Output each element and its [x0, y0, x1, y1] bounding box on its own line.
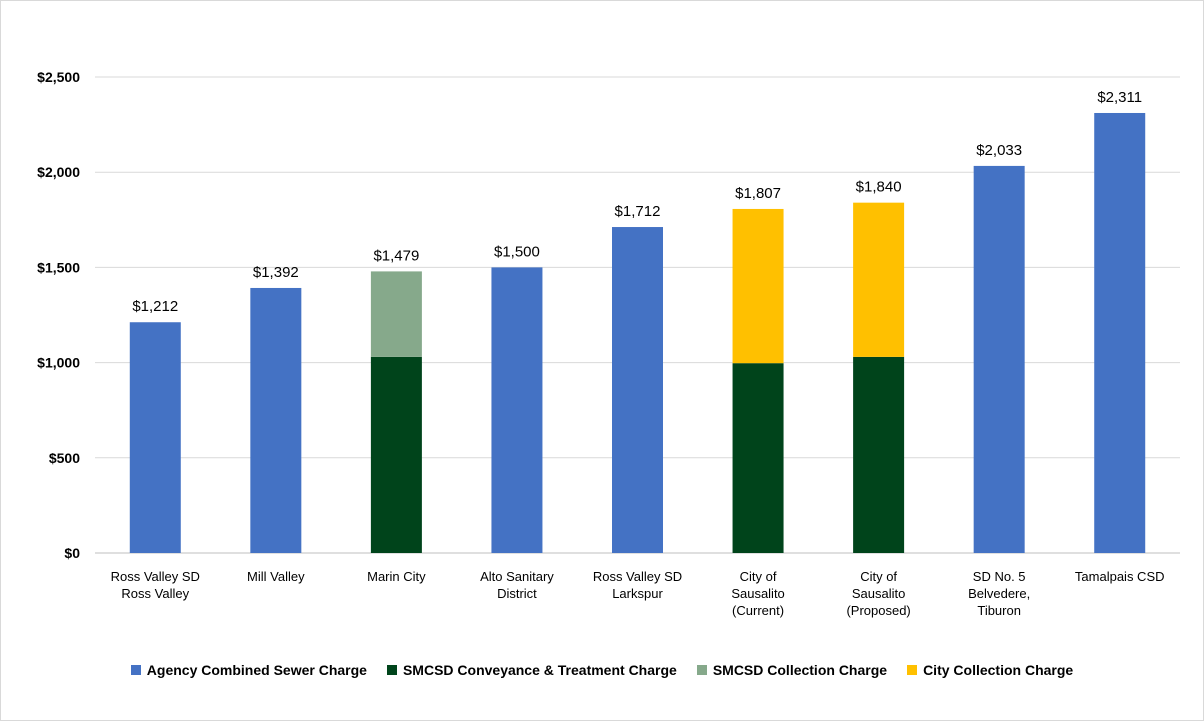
bar-segment: [1094, 112, 1146, 554]
bar-segment: [732, 208, 784, 364]
data-label: $1,212: [132, 298, 178, 315]
legend-label: SMCSD Conveyance & Treatment Charge: [402, 662, 677, 678]
x-tick-label: City of Sausalito (Proposed): [846, 569, 910, 618]
legend-item: Agency Combined Sewer Charge: [130, 662, 367, 678]
bar-segment: [250, 287, 302, 553]
y-tick-label: $1,000: [37, 355, 80, 371]
data-label: $1,479: [373, 247, 419, 264]
data-label: $1,392: [253, 264, 299, 281]
data-label: $1,500: [494, 243, 540, 260]
x-tick-label: Ross Valley SD Larkspur: [593, 569, 682, 601]
y-axis-ticks: $0 $500 $1,000 $1,500 $2,000 $2,500: [37, 69, 80, 561]
bars: [129, 112, 1146, 554]
legend-label: Agency Combined Sewer Charge: [146, 662, 367, 678]
data-label: $1,807: [735, 185, 781, 202]
legend-label: SMCSD Collection Charge: [712, 662, 888, 678]
bar-segment: [491, 267, 543, 553]
bar-segment: [732, 363, 784, 553]
x-tick-label: Marin City: [367, 569, 426, 584]
bar-segment: [612, 227, 663, 553]
data-label: $2,311: [1097, 89, 1142, 106]
bar-segment: [370, 356, 422, 553]
bar-segment: [370, 271, 422, 357]
legend-label: City Collection Charge: [923, 662, 1074, 678]
y-tick-label: $2,500: [37, 69, 80, 85]
legend: Agency Combined Sewer Charge SMCSD Convey…: [0, 658, 1204, 682]
legend-swatch: [386, 665, 397, 675]
x-tick-label: Ross Valley SD Ross Valley: [111, 569, 200, 601]
legend-item: SMCSD Conveyance & Treatment Charge: [386, 662, 677, 678]
bar-segment: [853, 356, 905, 553]
bar-segment: [853, 202, 905, 357]
x-tick-label: SD No. 5 Belvedere, Tiburon: [968, 569, 1030, 618]
x-axis-ticks: Ross Valley SD Ross Valley Mill Valley Mari…: [111, 569, 1165, 618]
legend-swatch: [907, 665, 918, 675]
data-label: $1,712: [615, 203, 661, 220]
bar-segment: [129, 322, 181, 553]
legend-item: SMCSD Collection Charge: [696, 662, 888, 678]
y-tick-label: $1,500: [37, 259, 80, 275]
legend-item: City Collection Charge: [907, 662, 1073, 678]
y-tick-label: $0: [64, 545, 80, 561]
x-tick-label: Tamalpais CSD: [1075, 569, 1165, 584]
data-label: $1,840: [856, 179, 902, 196]
data-label: $2,033: [976, 142, 1022, 159]
x-tick-label: Alto Sanitary District: [480, 569, 554, 601]
x-tick-label: Mill Valley: [247, 569, 305, 584]
bar-segment: [973, 165, 1025, 553]
legend-swatch: [696, 665, 707, 675]
data-labels: $1,212 $1,392 $1,479 $1,500 $1,712 $1,807 $1,8…: [132, 89, 1142, 315]
x-tick-label: City of Sausalito (Current): [731, 569, 784, 618]
legend-swatch: [130, 665, 141, 675]
y-tick-label: $500: [49, 450, 80, 466]
y-tick-label: $2,000: [37, 164, 80, 180]
